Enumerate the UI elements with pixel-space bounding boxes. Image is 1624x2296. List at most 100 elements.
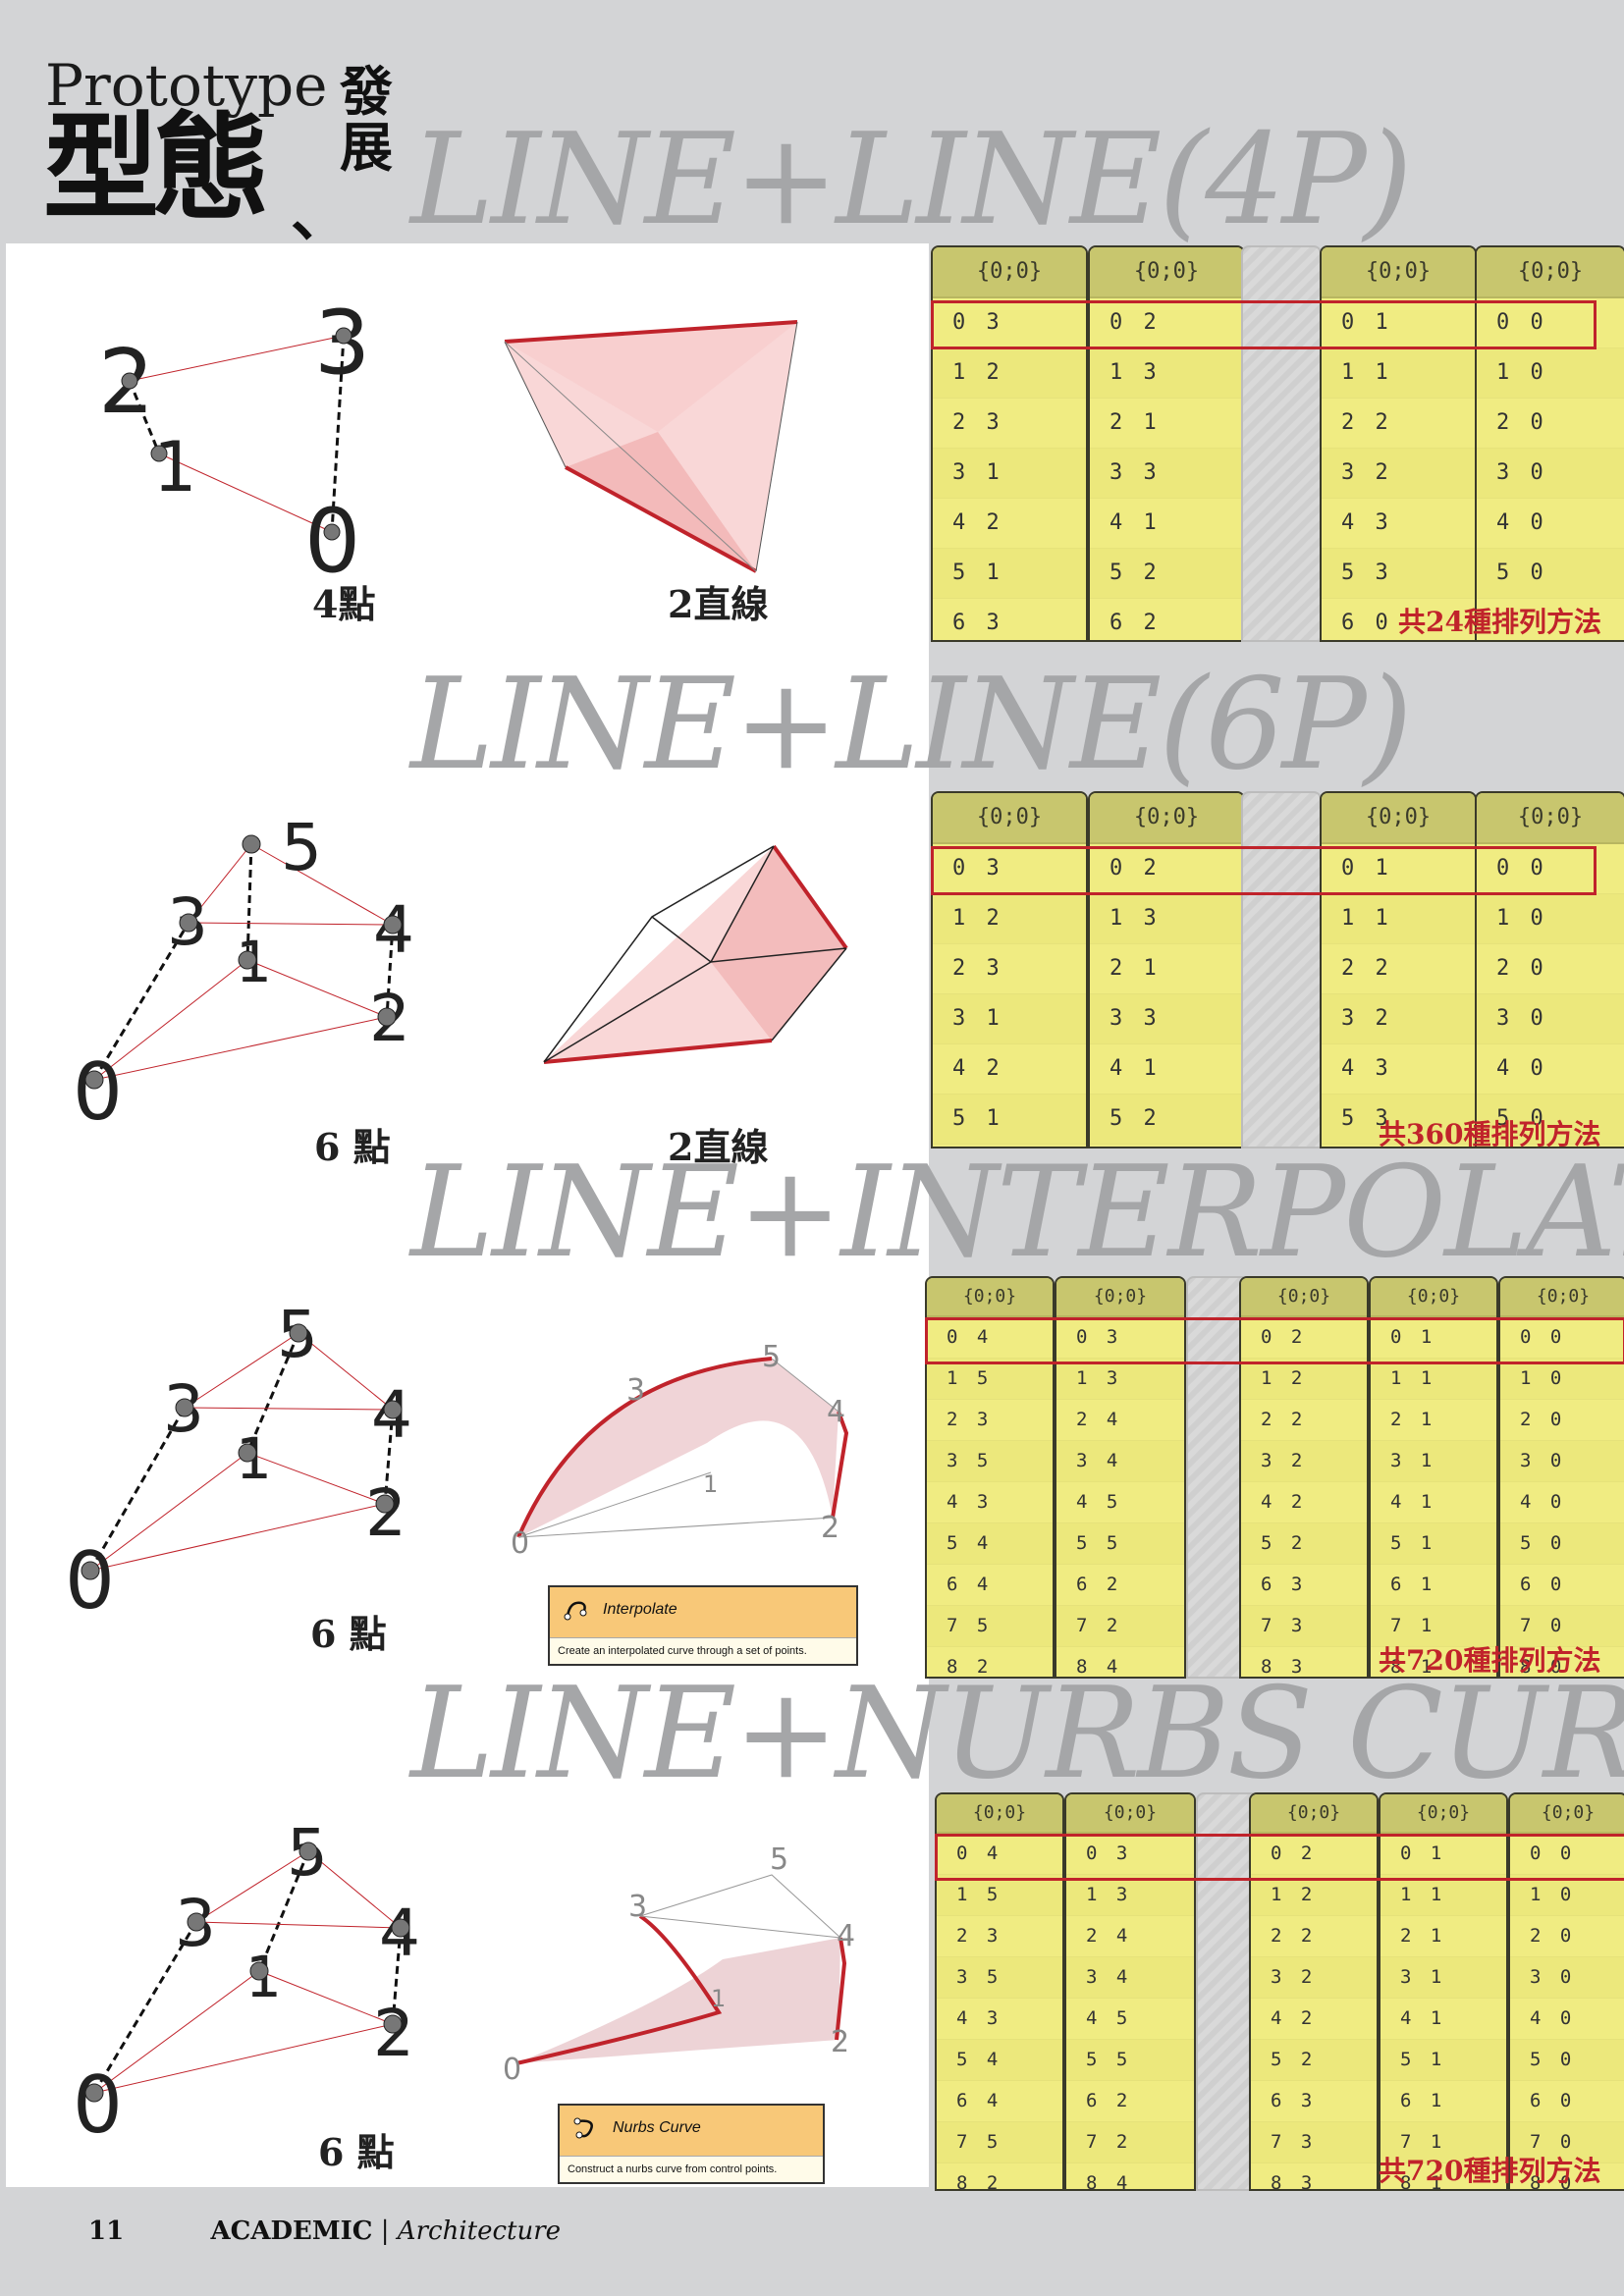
table-row: 8 1 <box>1371 1647 1496 1677</box>
table-row: 5 0 <box>1477 549 1624 599</box>
highlight-first-row <box>925 1317 1624 1364</box>
line-a <box>504 320 798 344</box>
lines-label: 2直線 <box>668 1125 769 1169</box>
table-column-header: {0;0} <box>1090 793 1243 844</box>
dashed-line <box>128 380 161 454</box>
table-row: 1 3 <box>1066 1875 1194 1916</box>
point-number: 5 <box>770 1845 788 1877</box>
highlight-first-row <box>935 1834 1624 1881</box>
table-row: 2 2 <box>1322 399 1475 449</box>
line-b <box>565 465 757 573</box>
connect-line <box>129 335 345 382</box>
table-column-header: {0;0} <box>1322 247 1475 298</box>
surface-diagram-6p <box>543 844 848 1064</box>
section-title-3: LINE+INTERPOLATE <box>410 1140 1624 1286</box>
table-row: 3 0 <box>1477 994 1624 1044</box>
edge <box>755 321 798 572</box>
table-row: 8 0 <box>1500 1647 1624 1677</box>
point-marker <box>289 1323 308 1343</box>
table-row: 3 2 <box>1322 994 1475 1044</box>
table-row: 6 3 <box>1241 1565 1367 1606</box>
point-number: 4 <box>837 1919 855 1953</box>
point-marker <box>179 913 198 933</box>
point-number: 5 <box>762 1340 781 1374</box>
table-row: 1 3 <box>1090 894 1243 944</box>
table-row: 4 2 <box>933 499 1086 549</box>
point-marker <box>323 523 341 541</box>
table-row: 1 5 <box>937 1875 1062 1916</box>
table-row: 1 0 <box>1510 1875 1624 1916</box>
table-row: 4 2 <box>933 1044 1086 1095</box>
table-row: 7 2 <box>1066 2122 1194 2163</box>
table-row: 6 3 <box>1251 2081 1377 2122</box>
point-number: 1 <box>703 1470 718 1498</box>
table-row: 3 5 <box>937 1957 1062 1999</box>
table-row: 5 0 <box>1510 2040 1624 2081</box>
connect-line <box>184 1332 299 1409</box>
table-column-header: {0;0} <box>933 247 1086 298</box>
points-diagram-4p: 2 1 3 0 <box>98 292 370 593</box>
table-row: 1 0 <box>1500 1359 1624 1400</box>
table-row: 5 3 <box>1322 1095 1475 1145</box>
table-row: 2 1 <box>1090 399 1243 449</box>
point-number: 2 <box>821 1511 839 1545</box>
table-row: 6 2 <box>1066 2081 1194 2122</box>
count-label: 共720種排列方法 <box>1379 2155 1601 2187</box>
edge <box>771 947 847 1041</box>
table-row: 1 1 <box>1371 1359 1496 1400</box>
connect-line <box>246 1452 386 1505</box>
header-prototype: Prototype <box>45 52 328 119</box>
connect-line <box>250 843 394 926</box>
tool-name: Interpolate <box>603 1601 677 1618</box>
point-marker <box>238 950 257 970</box>
highlight-first-row <box>931 300 1597 349</box>
table-row: 3 3 <box>1090 449 1243 499</box>
table-row: 8 3 <box>1251 2163 1377 2189</box>
table-row: 6 2 <box>1090 599 1243 640</box>
table-row: 5 0 <box>1500 1523 1624 1565</box>
table-row: 0 4 <box>937 1834 1062 1875</box>
table-column-header: {0;0} <box>1056 1278 1184 1317</box>
table-row: 3 5 <box>927 1441 1053 1482</box>
table-row: 3 1 <box>1371 1441 1496 1482</box>
line <box>835 1937 847 2041</box>
table-row: 3 2 <box>1241 1441 1367 1482</box>
count-label: 共24種排列方法 <box>1398 606 1601 638</box>
lines-label: 2直線 <box>668 582 769 626</box>
connect-line <box>246 959 388 1018</box>
edge <box>639 1915 841 1939</box>
point-marker <box>375 1494 395 1514</box>
dashed-line <box>257 1850 310 1972</box>
edge <box>504 341 567 468</box>
table-column-header: {0;0} <box>1066 1794 1194 1834</box>
table-row: 5 3 <box>1322 549 1475 599</box>
table-row: 4 5 <box>1066 1999 1194 2040</box>
points-label: 6 點 <box>310 1612 387 1656</box>
tool-desc: Create an interpolated curve through a s… <box>550 1637 856 1664</box>
table-row: 7 1 <box>1380 2122 1506 2163</box>
edge <box>771 1358 839 1413</box>
dashed-line <box>92 922 190 1081</box>
points-label: 4點 <box>312 582 376 626</box>
table-separator-column <box>1186 1276 1249 1679</box>
table-row: 4 2 <box>1241 1482 1367 1523</box>
table-row: 5 4 <box>937 2040 1062 2081</box>
table-row: 4 1 <box>1090 1044 1243 1095</box>
point-marker <box>242 834 261 854</box>
table-row: 0 2 <box>1241 1317 1367 1359</box>
table-row: 8 2 <box>927 1647 1053 1677</box>
table-row: 2 4 <box>1056 1400 1184 1441</box>
point-marker <box>335 327 352 345</box>
table-row: 4 0 <box>1477 1044 1624 1095</box>
point-marker <box>383 915 403 934</box>
table-row: 2 2 <box>1251 1916 1377 1957</box>
connect-line <box>258 1970 394 2025</box>
table-row: 7 0 <box>1500 1606 1624 1647</box>
table-row: 0 0 <box>1510 1834 1624 1875</box>
table-row: 5 1 <box>1371 1523 1496 1565</box>
